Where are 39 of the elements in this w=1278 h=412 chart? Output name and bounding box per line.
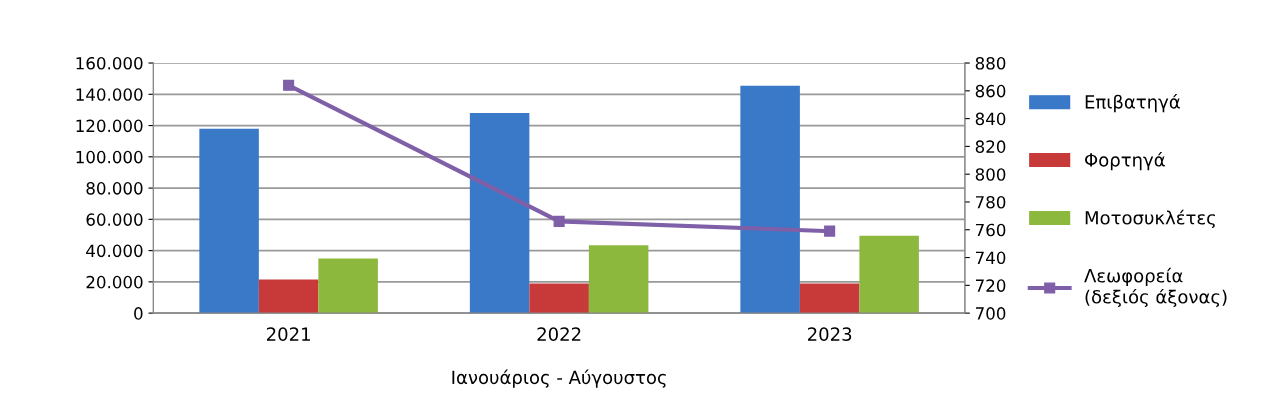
legend-label: Επιβατηγά — [1085, 94, 1180, 113]
bar — [318, 258, 378, 314]
bar — [859, 235, 919, 314]
bar — [588, 245, 649, 314]
y-tick-label: 20.000 — [86, 275, 143, 289]
y2-tick-label: 780 — [975, 195, 1006, 209]
legend-label: Μοτοσυκλέτες — [1085, 209, 1215, 229]
y2-tick-label: 700 — [975, 307, 1006, 320]
legend-label: Λεωφορεία (δεξιός άξονας) — [1084, 267, 1227, 308]
x-tick-label: 2023 — [807, 327, 852, 341]
y-tick-label: 140.000 — [76, 88, 143, 101]
y2-tick-label: 740 — [975, 251, 1006, 265]
bar — [258, 279, 319, 314]
y-tick-label: 120.000 — [76, 119, 143, 133]
y2-tick-label: 880 — [975, 57, 1006, 70]
y-tick-label: 60.000 — [86, 213, 143, 226]
y-tick-label: 160.000 — [76, 57, 143, 70]
point — [824, 225, 836, 237]
bar — [469, 113, 530, 314]
y-tick-label: 100.000 — [76, 150, 143, 164]
y2-tick-label: 820 — [975, 140, 1006, 153]
legend-label: Φορτηγά — [1085, 151, 1165, 171]
y2-tick-label: 840 — [975, 112, 1006, 126]
y2-tick-label: 720 — [975, 279, 1006, 292]
point — [553, 215, 565, 227]
bar — [799, 283, 860, 314]
x-tick-label: 2021 — [266, 327, 310, 341]
x-tick-label: 2022 — [537, 327, 581, 341]
y-tick-label: 80.000 — [86, 182, 143, 195]
point — [283, 79, 295, 91]
y-tick-label: 0 — [134, 307, 143, 320]
y2-tick-label: 800 — [975, 168, 1006, 181]
y-tick-label: 40.000 — [86, 244, 143, 258]
y2-tick-label: 860 — [975, 84, 1006, 98]
bar — [199, 128, 259, 314]
y2-tick-label: 760 — [975, 223, 1006, 237]
bar — [740, 85, 800, 314]
bar — [529, 283, 589, 314]
x-axis-title: Ιανουάριος - Αύγουστος — [452, 369, 666, 388]
